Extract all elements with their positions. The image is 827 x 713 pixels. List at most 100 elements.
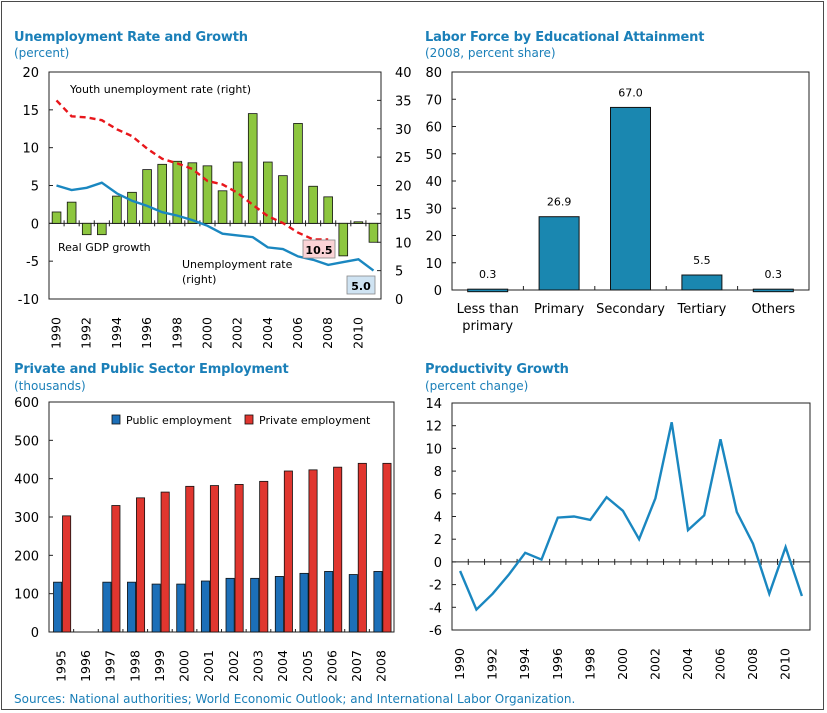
public-employment-bar: [127, 581, 137, 633]
y-axis-tick-label: 50: [425, 148, 442, 163]
panel-subtitle-productivity: (percent change): [425, 379, 529, 393]
gdp-growth-bar: [112, 195, 122, 224]
unemployment-value-label: 5.0: [351, 280, 371, 293]
x-axis-tick-label: 2003: [250, 650, 265, 682]
private-employment-bar: [185, 485, 195, 633]
x-axis-tick-label: 2006: [713, 648, 728, 680]
private-employment-bar: [62, 515, 72, 633]
y-axis-tick-label: -4: [429, 601, 442, 616]
y-axis-tick-label: 0: [434, 556, 442, 571]
gdp-growth-bar: [51, 211, 62, 224]
right-axis-tick-label: 30: [395, 123, 412, 138]
education-category-label: Less than: [457, 302, 519, 317]
y-axis-tick-label: 10: [425, 442, 442, 457]
education-bar: [752, 288, 794, 293]
private-employment-bar: [259, 480, 269, 633]
education-category-label: primary: [462, 319, 513, 334]
private-employment-bar: [234, 484, 244, 633]
education-category-label: Secondary: [596, 302, 665, 317]
y-axis-tick-label: 200: [14, 549, 39, 564]
youth-unemployment-label: Youth unemployment rate (right): [69, 83, 251, 96]
y-axis-tick-label: 400: [14, 473, 39, 488]
y-axis-tick-label: 6: [434, 488, 442, 503]
gdp-growth-bar: [187, 162, 198, 224]
x-axis-tick-label: 2010: [350, 317, 365, 349]
private-employment-bar: [111, 505, 121, 633]
y-axis-tick-label: 4: [434, 511, 442, 526]
public-employment-bar: [151, 583, 161, 633]
gdp-growth-bar: [142, 169, 152, 224]
education-bar: [467, 288, 509, 293]
y-axis-tick-label: 100: [14, 588, 39, 603]
private-employment-bar: [136, 497, 146, 633]
x-axis-tick-label: 1998: [127, 650, 142, 682]
private-employment-bar: [382, 462, 392, 633]
productivity-line: [458, 422, 804, 612]
y-axis-tick-label: 2: [434, 533, 442, 548]
education-value-label: 67.0: [618, 86, 643, 99]
x-axis-tick-label: 2006: [324, 650, 339, 682]
x-axis-tick-label: 2000: [177, 650, 192, 682]
private-employment-bar: [160, 491, 170, 633]
gdp-growth-bar: [157, 163, 167, 224]
private-employment-bar: [283, 470, 293, 633]
y-axis-tick-label: 20: [425, 230, 442, 245]
x-axis-tick-label: 1995: [53, 650, 68, 682]
x-axis-tick-label: 1990: [452, 648, 467, 680]
y-axis-tick-label: 12: [425, 420, 442, 435]
unemployment-label: Unemployment rate: [182, 258, 293, 271]
x-axis-tick-label: 1994: [109, 317, 124, 349]
private-employment-bar: [333, 466, 343, 633]
gdp-growth-bar: [232, 161, 243, 224]
x-axis-tick-label: 2010: [778, 648, 793, 680]
gdp-growth-bar: [172, 160, 183, 224]
gdp-growth-bar: [368, 222, 379, 243]
x-axis-tick-label: 2008: [745, 648, 760, 680]
youth-unemployment-line: [55, 99, 329, 241]
education-value-label: 26.9: [547, 196, 572, 209]
y-axis-tick-label: 14: [425, 397, 442, 412]
x-axis-tick-label: 2006: [290, 317, 305, 349]
x-axis-tick-label: 1999: [152, 650, 167, 682]
x-axis-tick-label: 1990: [49, 317, 64, 349]
public-employment-bar: [299, 572, 309, 633]
right-axis-tick-label: 25: [395, 151, 412, 166]
right-axis-tick-label: 20: [395, 180, 412, 195]
legend-public-swatch: [111, 414, 121, 425]
x-axis-tick-label: 2002: [647, 648, 662, 680]
public-employment-bar: [324, 571, 334, 633]
education-category-label: Others: [751, 302, 795, 317]
source-note: Sources: National authorities; World Eco…: [14, 692, 576, 706]
education-category-label: Tertiary: [677, 302, 727, 317]
y-axis-tick-label: -2: [429, 579, 442, 594]
x-axis-tick-label: 2004: [260, 317, 275, 349]
y-axis-tick-label: 600: [14, 396, 39, 411]
x-axis-tick-label: 1992: [79, 317, 94, 349]
public-employment-bar: [102, 581, 112, 633]
left-axis-tick-label: 0: [31, 217, 39, 232]
gdp-growth-bar: [338, 222, 349, 257]
legend-private-swatch: [244, 414, 254, 425]
y-axis-tick-label: 70: [425, 93, 442, 108]
y-axis-tick-label: 0: [434, 284, 442, 299]
y-axis-tick-label: 40: [425, 175, 442, 190]
y-axis-tick-label: 300: [14, 511, 39, 526]
education-bar: [610, 106, 651, 291]
y-axis-tick-label: 30: [425, 202, 442, 217]
x-axis-tick-label: 1996: [550, 648, 565, 680]
gdp-growth-bar: [247, 113, 258, 224]
x-axis-tick-label: 2008: [374, 650, 389, 682]
gdp-growth-bar: [353, 221, 364, 224]
private-employment-bar: [308, 469, 318, 633]
legend-public-label: Public employment: [126, 414, 232, 427]
gdp-growth-bar: [308, 185, 318, 224]
left-axis-tick-label: -10: [18, 293, 39, 308]
public-employment-bar: [225, 577, 235, 633]
panel-title-productivity: Productivity Growth: [425, 362, 569, 377]
public-employment-bar: [373, 571, 383, 633]
gdp-growth-bar: [323, 196, 333, 224]
x-axis-tick-label: 1994: [517, 648, 532, 680]
plot-frame: [451, 402, 811, 631]
private-employment-bar: [209, 485, 219, 633]
